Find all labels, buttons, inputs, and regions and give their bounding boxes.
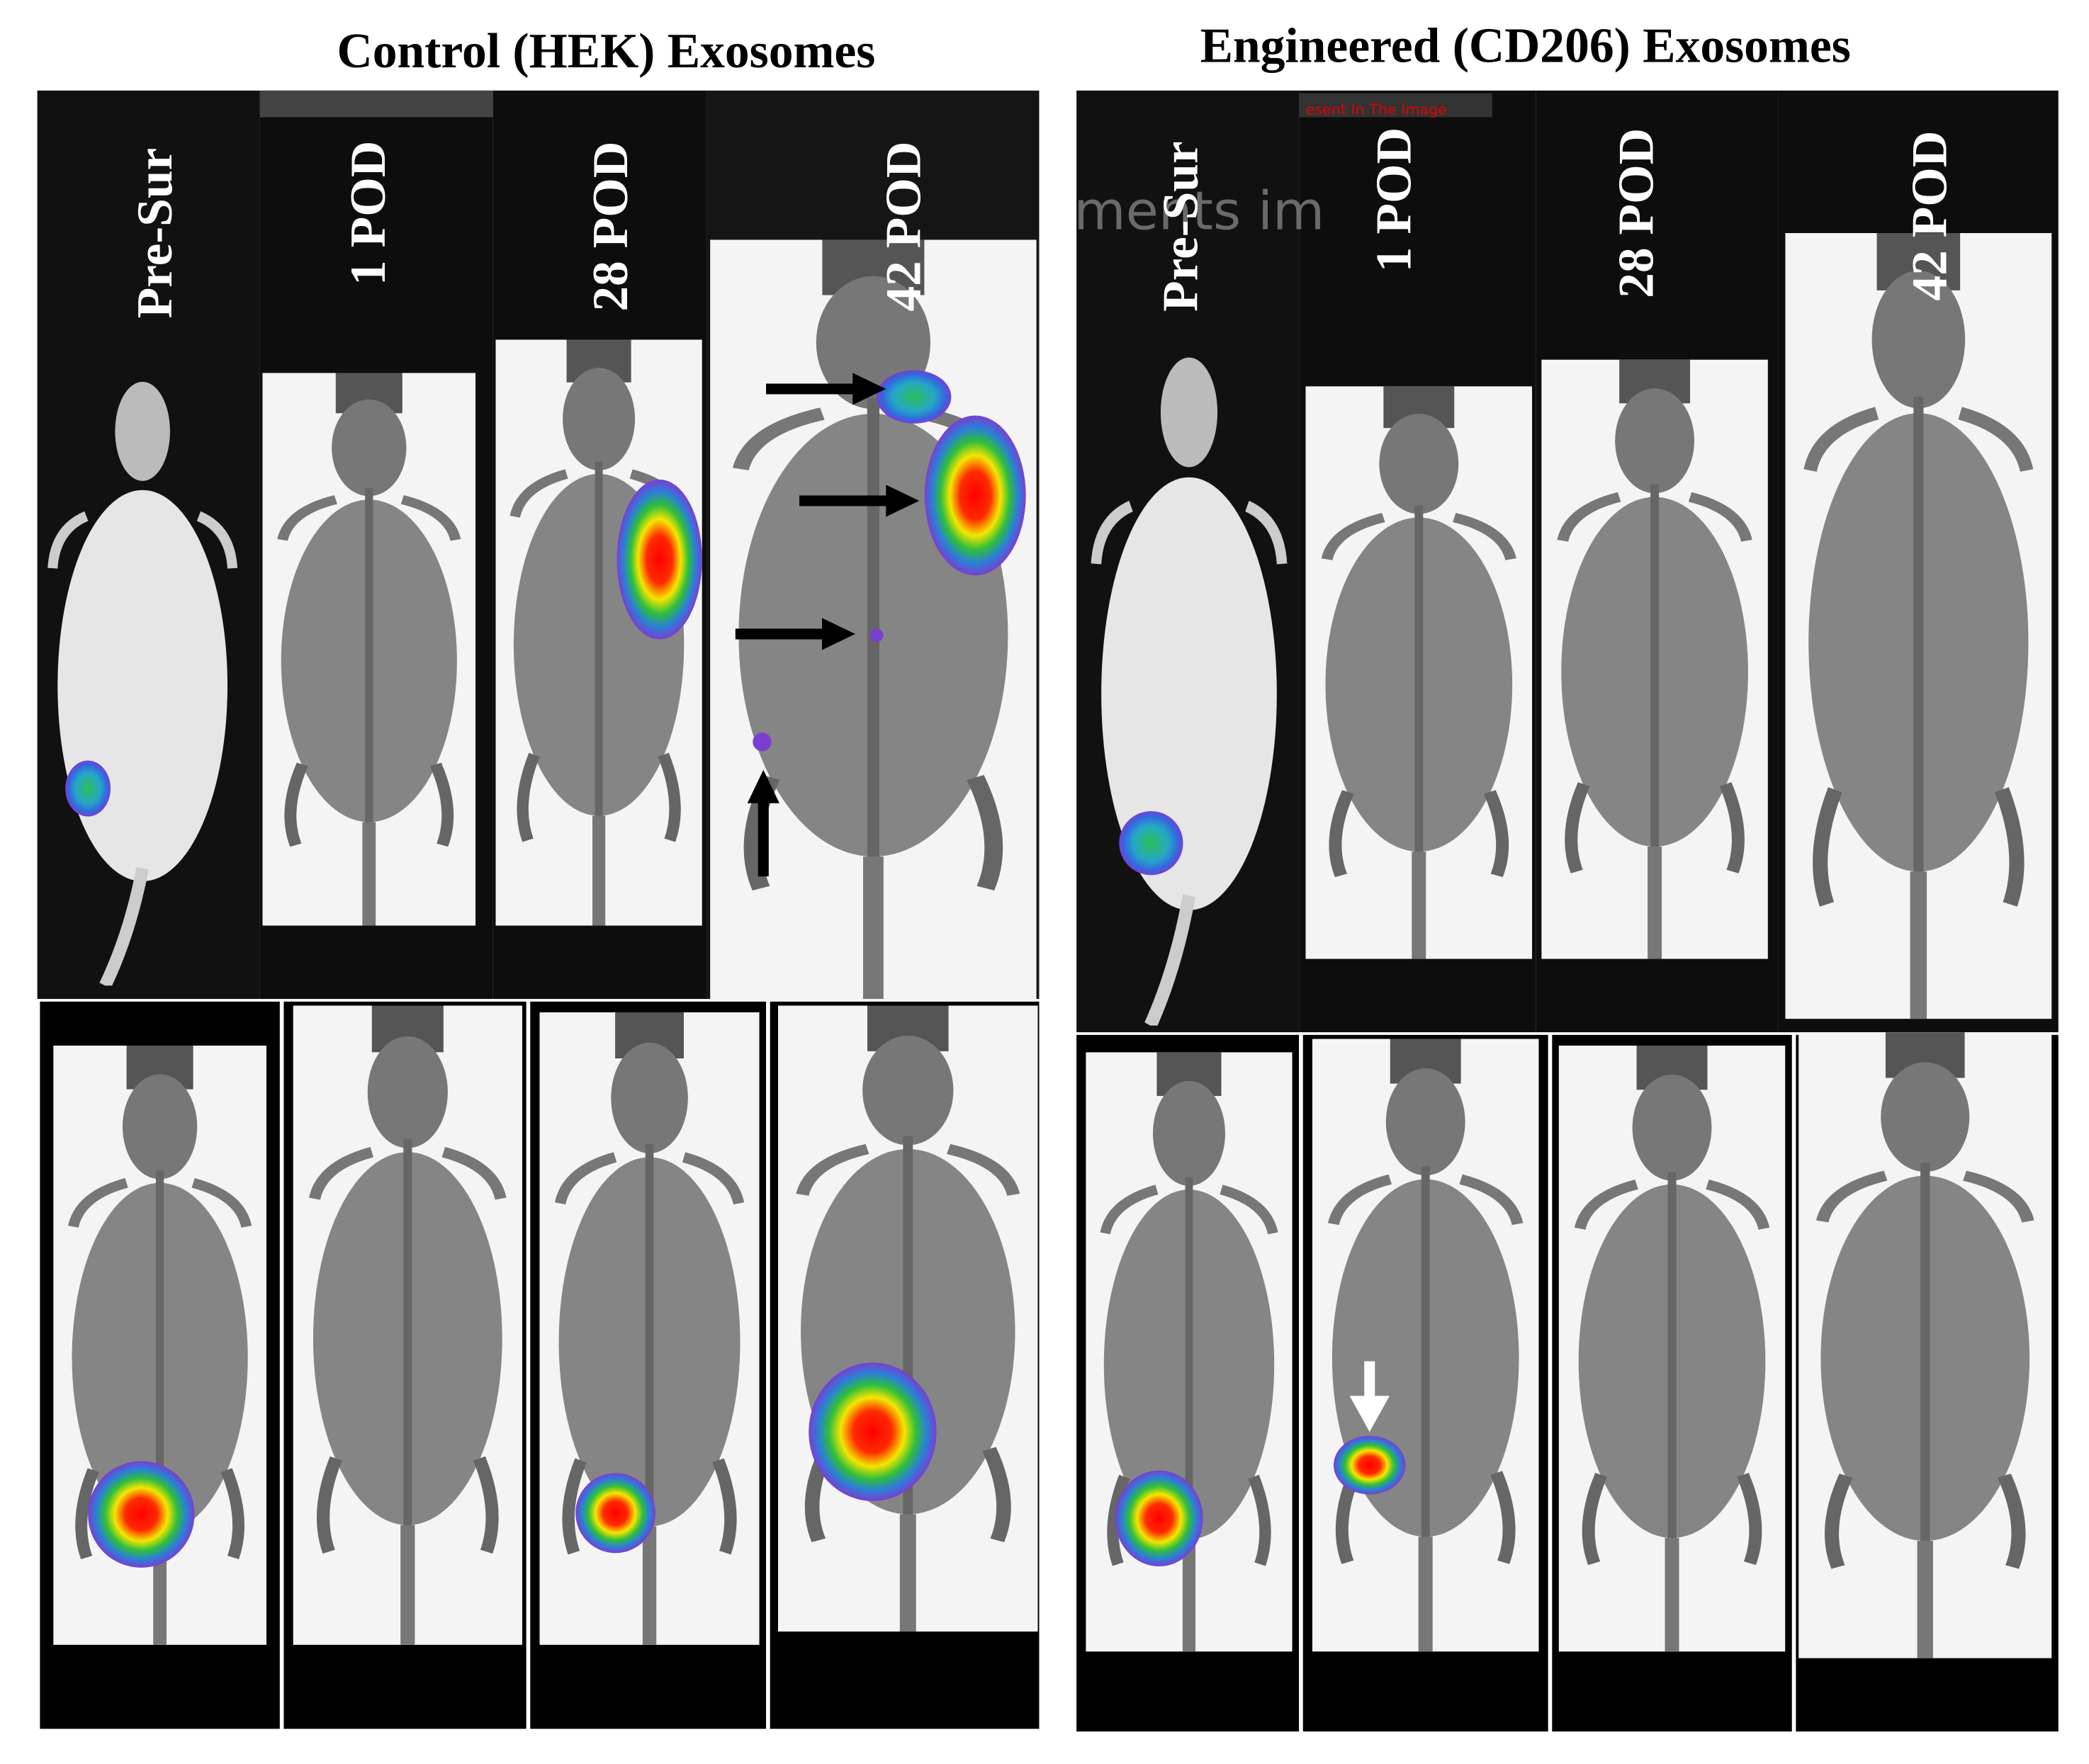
engineered-top-row <box>1076 90 2059 1033</box>
column-label: Pre-Sur <box>1153 141 1209 312</box>
signals <box>65 370 1406 1568</box>
panel-title: Engineered (CD206) Exosomes <box>1200 18 1851 73</box>
column-label: 28 POD <box>1609 128 1665 298</box>
watermark: ments im <box>1074 179 1324 242</box>
engineered-bottom-row <box>1076 1032 2059 1732</box>
overlay-text: esent In The Image <box>1306 101 1448 118</box>
column-label: 1 POD <box>340 141 396 285</box>
column-label: Pre-Sur <box>127 148 183 319</box>
column-label: 42 POD <box>876 142 932 312</box>
arrows <box>735 373 1390 1432</box>
column-label: 28 POD <box>582 142 638 312</box>
control-bottom-row <box>40 1001 1040 1729</box>
column-label: 1 POD <box>1366 128 1421 272</box>
panel-title: Control (HEK) Exosomes <box>337 24 876 79</box>
column-label: 42 POD <box>1901 131 1957 301</box>
